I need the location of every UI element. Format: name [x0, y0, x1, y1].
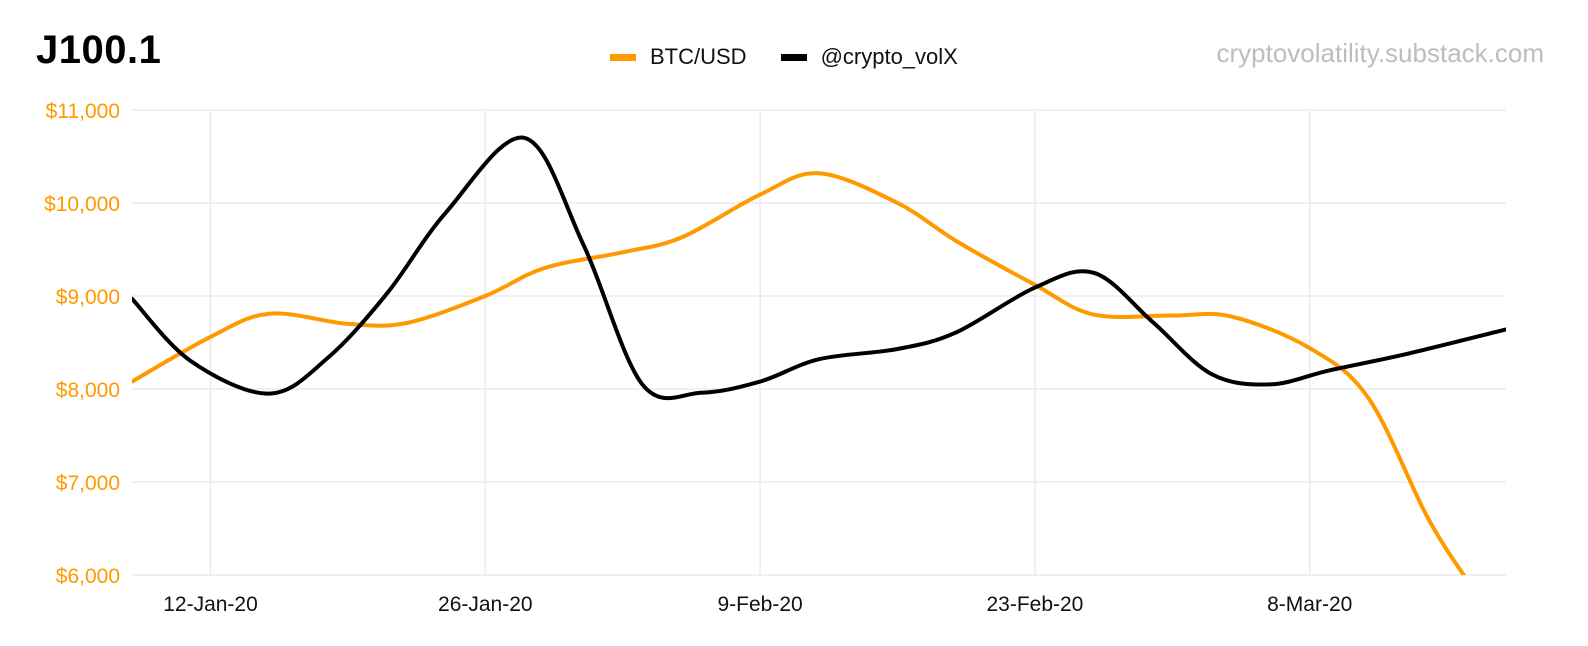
- legend-label-volx: @crypto_volX: [820, 44, 958, 69]
- crypto-volx-line: [132, 135, 1506, 401]
- chart-title: J100.1: [36, 28, 162, 72]
- x-tick-label: 12-Jan-20: [163, 593, 258, 616]
- x-tick-label: 8-Mar-20: [1267, 593, 1352, 616]
- y-tick-label: $8,000: [56, 379, 120, 402]
- legend-item-volx: @crypto_volX: [780, 44, 958, 70]
- y-tick-label: $6,000: [56, 565, 120, 588]
- y-tick-label: $9,000: [56, 286, 120, 309]
- legend: BTC/USD @crypto_volX: [610, 44, 992, 70]
- x-tick-label: 23-Feb-20: [986, 593, 1083, 616]
- y-tick-label: $7,000: [56, 472, 120, 495]
- y-tick-label: $11,000: [46, 100, 120, 123]
- legend-swatch-volx: [780, 53, 807, 61]
- y-tick-label: $10,000: [44, 193, 120, 216]
- source-watermark: cryptovolatility.substack.com: [1216, 38, 1544, 68]
- legend-item-btc: BTC/USD: [610, 44, 747, 70]
- x-tick-label: 9-Feb-20: [718, 593, 803, 616]
- legend-label-btc: BTC/USD: [650, 44, 747, 69]
- x-tick-label: 26-Jan-20: [438, 593, 533, 616]
- legend-swatch-btc: [610, 53, 636, 61]
- btc-usd-line: [132, 171, 1467, 575]
